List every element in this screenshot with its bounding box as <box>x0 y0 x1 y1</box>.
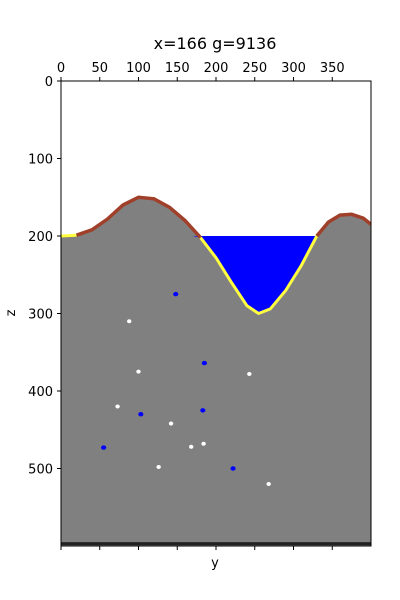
y-tick-label: 200 <box>28 230 53 245</box>
x-tick-label: 200 <box>204 61 229 76</box>
y-tick-label: 0 <box>45 75 53 90</box>
water-pocket <box>201 360 207 366</box>
y-axis-ticks: 0 100 200 300 400 500 <box>28 75 61 478</box>
void-pocket <box>115 404 120 409</box>
x-tick-label: 100 <box>126 61 151 76</box>
water-pocket <box>138 412 144 417</box>
y-tick-label: 100 <box>28 153 53 168</box>
void-pocket <box>127 319 132 324</box>
water-pocket <box>173 291 179 297</box>
void-pocket <box>136 369 141 374</box>
pockets-group <box>101 291 271 486</box>
x-tick-label: 300 <box>281 61 306 76</box>
void-pocket <box>247 371 252 376</box>
y-tick-label: 500 <box>28 463 53 478</box>
void-pocket <box>201 441 206 446</box>
water-region <box>192 236 321 314</box>
rock-region <box>61 197 371 546</box>
y-tick-label: 400 <box>28 385 53 400</box>
void-pocket <box>156 464 161 469</box>
water-pocket <box>101 445 107 450</box>
plot-area <box>61 81 371 546</box>
water-pocket <box>200 408 206 413</box>
sand-surface-line <box>61 233 319 316</box>
bedrock-line <box>61 542 371 546</box>
chart-title: x=166 g=9136 <box>154 34 277 53</box>
x-tick-label: 150 <box>165 61 190 76</box>
x-tick-label: 50 <box>91 61 108 76</box>
soil-surface-line <box>75 195 371 239</box>
water-pocket <box>230 466 236 471</box>
void-pocket <box>168 421 174 426</box>
x-axis-ticks: 0 50 100 150 200 250 300 350 <box>57 61 345 550</box>
x-tick-label: 250 <box>242 61 267 76</box>
x-tick-label: 0 <box>57 61 65 76</box>
y-axis-label: z <box>4 309 19 316</box>
x-tick-label: 350 <box>320 61 345 76</box>
y-tick-label: 300 <box>28 308 53 323</box>
void-pocket <box>189 444 194 449</box>
void-pocket <box>266 482 271 486</box>
x-axis-label: y <box>211 556 219 571</box>
